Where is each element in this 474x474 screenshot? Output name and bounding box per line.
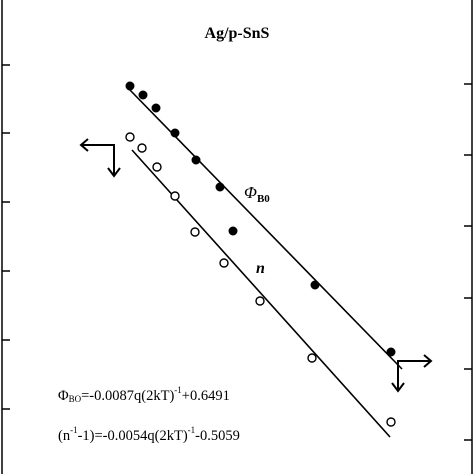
data-point-n	[190, 227, 200, 237]
equation-phi-prefix: Φ	[58, 388, 69, 404]
data-point-phi	[191, 155, 201, 165]
fit-line-phi	[127, 87, 403, 370]
equation-n-sup2: -1	[188, 425, 196, 435]
axis-left	[1, 0, 10, 474]
data-point-phi	[386, 347, 396, 357]
data-point-n	[125, 132, 135, 142]
data-point-n	[255, 296, 265, 306]
equation-n: (n-1-1)=-0.0054q(2kT)-1-0.5059	[58, 425, 240, 444]
data-point-phi	[151, 103, 161, 113]
data-point-n	[307, 353, 317, 363]
plot-area	[125, 81, 403, 438]
series-label-phi: ΦB0	[244, 183, 270, 205]
equation-phi-sup: -1	[174, 385, 182, 395]
series-label-phi-sub: B0	[257, 193, 270, 205]
equation-phi-tail: +0.6491	[182, 388, 230, 404]
equation-n-tail: -0.5059	[195, 428, 240, 444]
data-point-n	[152, 162, 162, 172]
data-point-phi	[215, 182, 225, 192]
equation-phi: ΦBO=-0.0087q(2kT)-1+0.6491	[58, 385, 230, 404]
data-point-phi	[228, 226, 238, 236]
left-axis-arrow-icon	[79, 138, 121, 178]
equation-n-mid: -1)=-0.0054q(2kT)	[78, 428, 188, 444]
series-label-phi-main: Φ	[244, 183, 257, 202]
data-point-phi	[310, 280, 320, 290]
axis-right	[464, 0, 473, 474]
data-point-phi	[138, 90, 148, 100]
data-point-phi	[125, 81, 135, 91]
data-point-n	[170, 191, 180, 201]
equation-phi-sub: BO	[69, 394, 82, 404]
data-point-phi	[170, 128, 180, 138]
equation-phi-body: =-0.0087q(2kT)	[81, 388, 174, 404]
data-point-n	[137, 143, 147, 153]
chart-title: Ag/p-SnS	[205, 25, 270, 42]
data-point-n	[219, 258, 229, 268]
series-label-n: n	[256, 260, 265, 277]
equation-n-prefix: (n	[58, 428, 71, 444]
data-point-n	[386, 417, 396, 427]
equation-n-sup1: -1	[70, 425, 78, 435]
right-axis-arrow-icon	[391, 354, 433, 393]
